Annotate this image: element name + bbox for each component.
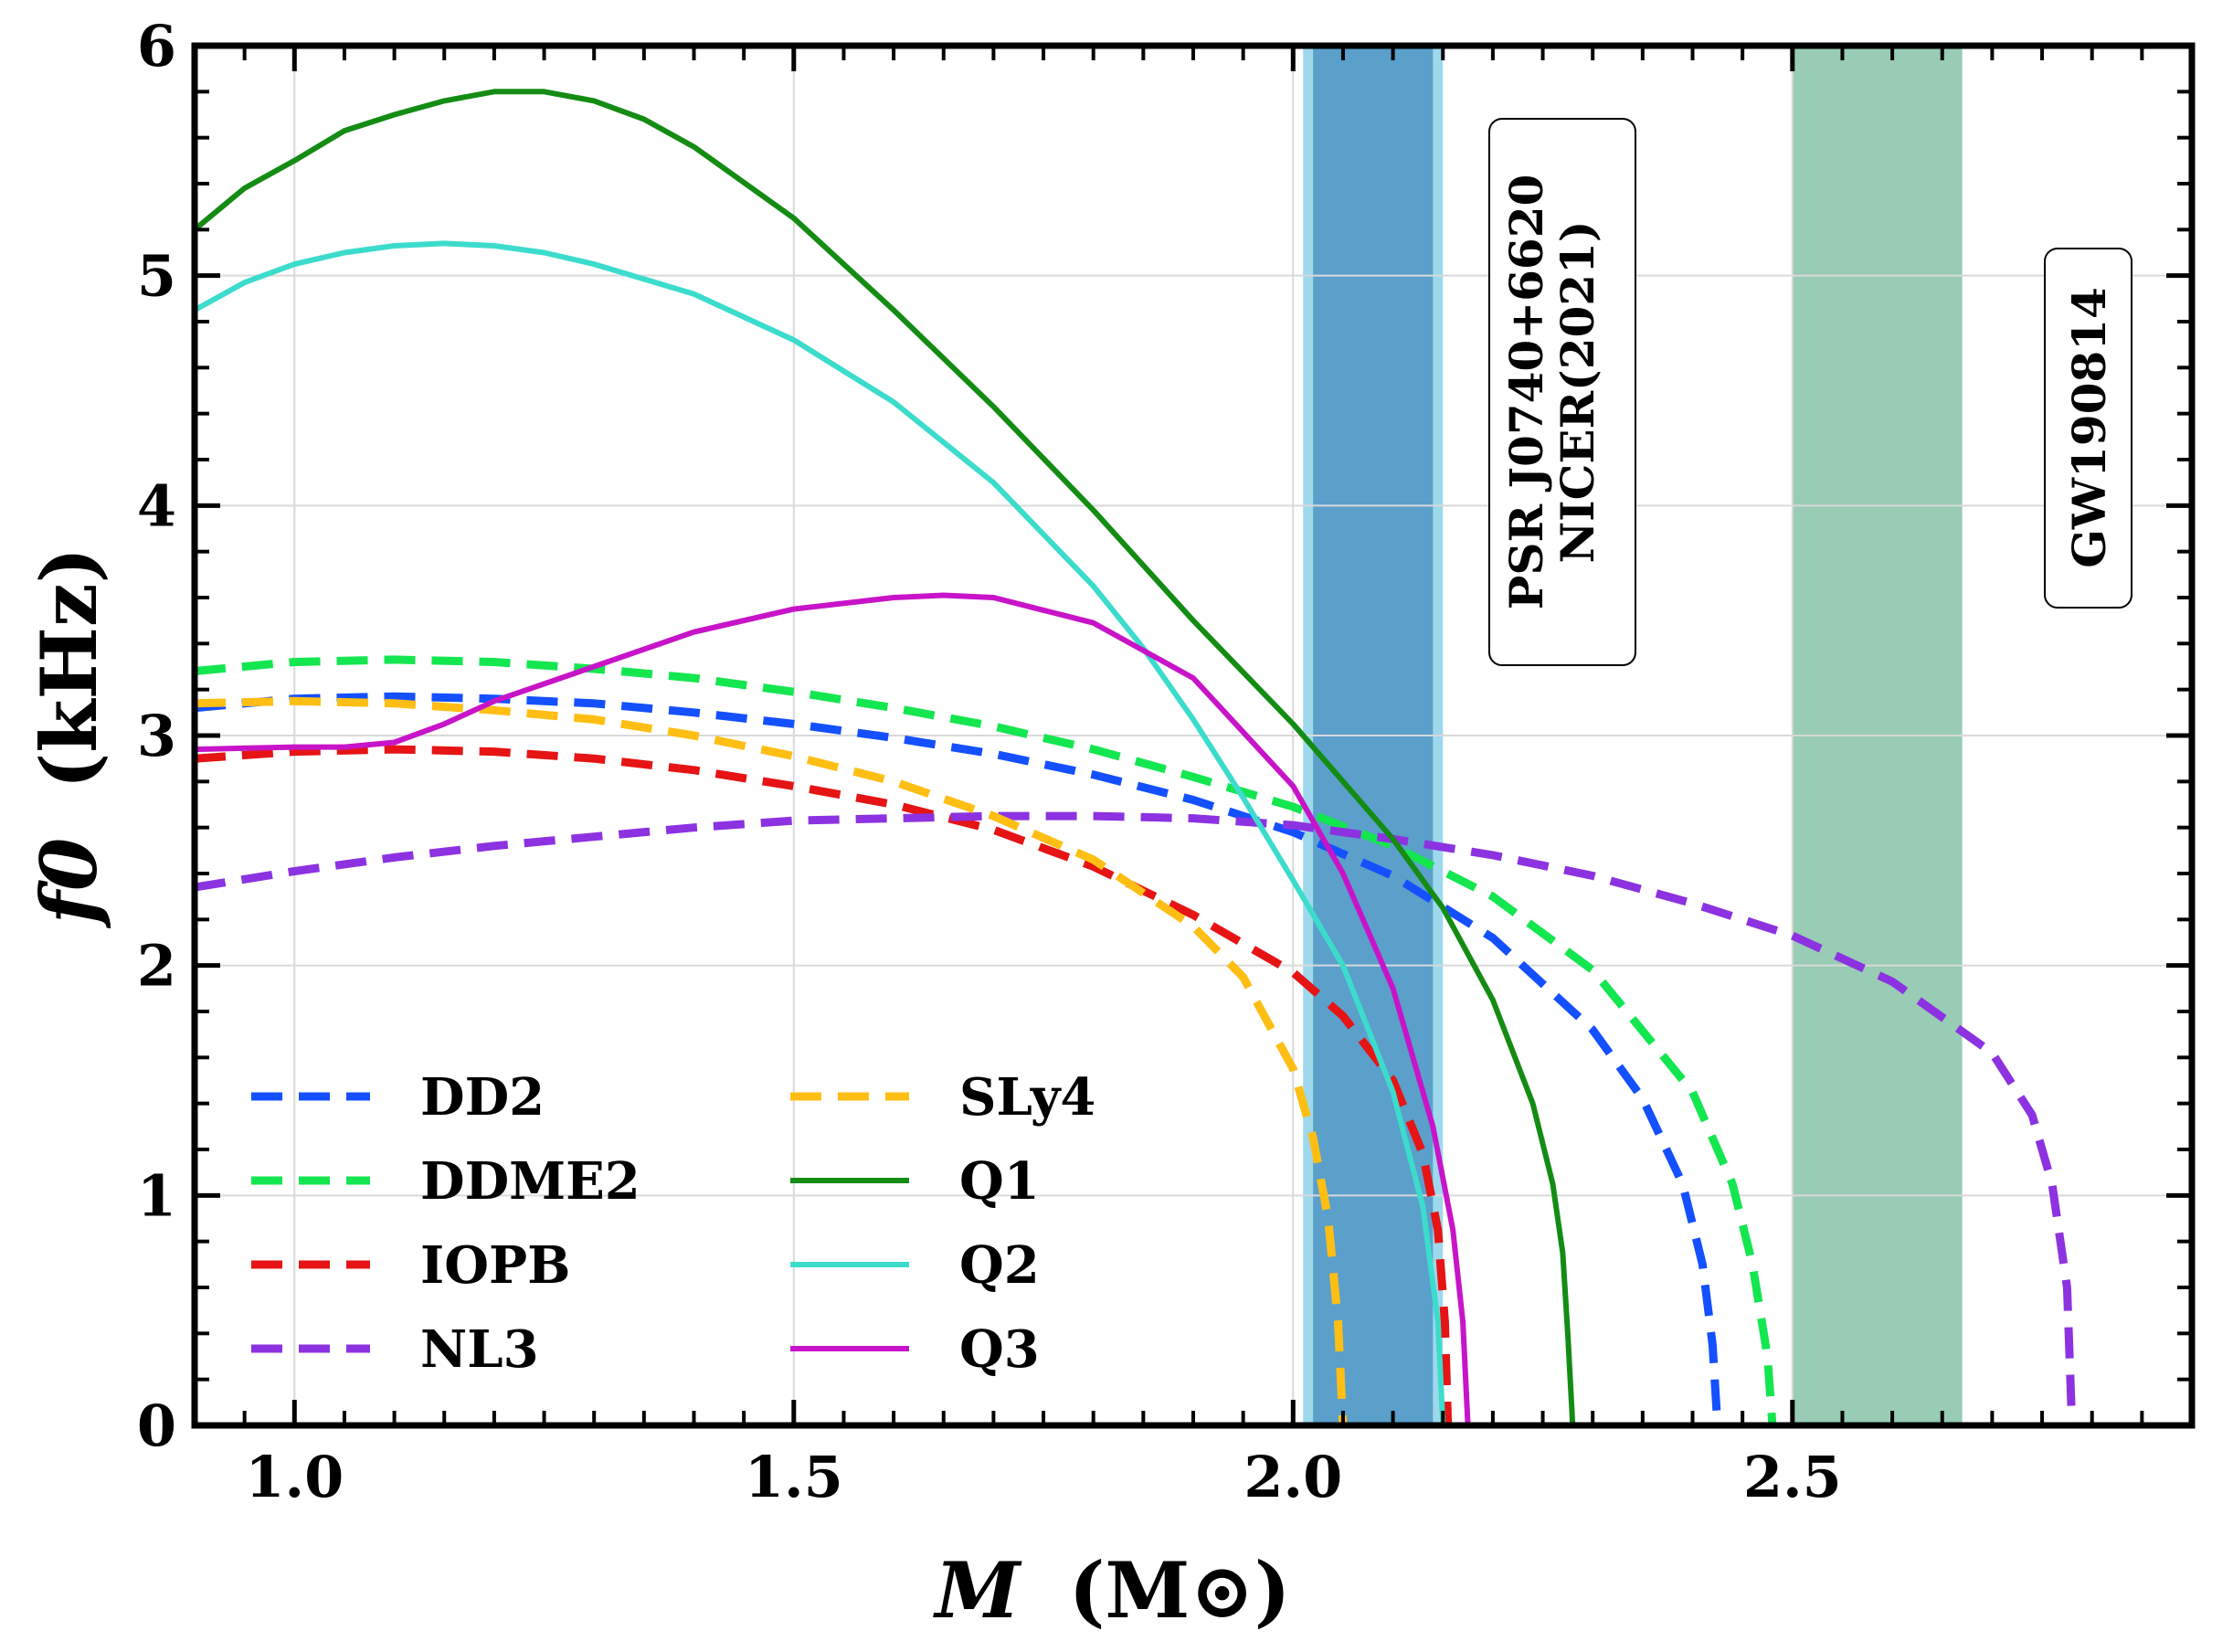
- y-axis-label: f0 (kHz): [24, 547, 114, 929]
- plot-frame: [191, 42, 2196, 1429]
- legend-item-iopb: IOPB: [251, 1235, 570, 1296]
- svg-text:M (M⊙): M (M⊙): [932, 1545, 1290, 1636]
- legend-item-q1: Q1: [790, 1151, 1040, 1212]
- y-tick-label: 1: [137, 1162, 176, 1229]
- legend-item-sly4: SLy4: [790, 1067, 1095, 1128]
- x-tick-label: 1.5: [745, 1444, 843, 1510]
- series-line-dd2: [195, 692, 1722, 1425]
- legend: DD2 DDME2 IOPB NL3 SLy4 Q1 Q2 Q3: [251, 1067, 1095, 1380]
- axis-ticks: 1.0 1.5 2.0 2.5 0 1 2 3 4 5 6: [137, 13, 2192, 1510]
- y-axis-label-unit: (kHz): [24, 547, 114, 789]
- series-line-q2: [195, 240, 1446, 1425]
- y-tick-label: 3: [137, 703, 176, 769]
- legend-item-dd2: DD2: [251, 1067, 545, 1128]
- legend-label-nl3: NL3: [420, 1319, 539, 1380]
- grid: [195, 46, 2192, 1425]
- legend-label-iopb: IOPB: [420, 1235, 570, 1296]
- series-line-ddme2: [195, 655, 1777, 1425]
- annotation-nicer-line1: PSR J0740+6620: [1499, 175, 1553, 610]
- y-axis-label-var: f0: [24, 838, 114, 929]
- x-axis-label-unit: (M⊙): [1069, 1545, 1291, 1636]
- svg-text:f0 (kHz): f0 (kHz): [24, 547, 114, 929]
- annotation-nicer: PSR J0740+6620 NICER(2021): [1488, 118, 1636, 666]
- legend-label-q2: Q2: [959, 1235, 1040, 1296]
- legend-label-q3: Q3: [959, 1319, 1040, 1380]
- legend-item-nl3: NL3: [251, 1319, 539, 1380]
- y-tick-label: 2: [137, 933, 176, 1000]
- series-line-nl3: [195, 811, 2077, 1425]
- annotation-nicer-line2: NICER(2021): [1550, 220, 1604, 563]
- legend-item-q3: Q3: [790, 1319, 1040, 1380]
- x-axis-label-var: M: [932, 1545, 1022, 1636]
- legend-item-ddme2: DDME2: [251, 1151, 640, 1212]
- y-tick-label: 4: [137, 472, 176, 539]
- annotation-gw-box: [2044, 248, 2132, 609]
- annotation-nicer-box: [1488, 118, 1636, 666]
- annotation-gw-line1: GW190814: [2062, 287, 2116, 568]
- legend-item-q2: Q2: [790, 1235, 1040, 1296]
- x-tick-label: 2.0: [1243, 1444, 1342, 1510]
- legend-label-sly4: SLy4: [959, 1067, 1095, 1128]
- legend-label-ddme2: DDME2: [420, 1151, 640, 1212]
- series-line-q3: [195, 592, 1471, 1425]
- series-line-sly4: [195, 696, 1348, 1425]
- x-tick-label: 1.0: [245, 1444, 344, 1510]
- legend-label-dd2: DD2: [420, 1067, 545, 1128]
- series-line-q1: [195, 89, 1576, 1425]
- y-tick-label: 5: [137, 243, 176, 310]
- annotation-gw: GW190814: [2044, 248, 2132, 609]
- x-tick-label: 2.5: [1743, 1444, 1842, 1510]
- y-tick-label: 6: [137, 13, 176, 79]
- series-line-iopb: [195, 745, 1453, 1425]
- series-lines: [195, 89, 2077, 1425]
- x-axis-label: M (M⊙): [932, 1545, 1290, 1636]
- y-tick-label: 0: [137, 1393, 176, 1459]
- legend-label-q1: Q1: [959, 1151, 1040, 1212]
